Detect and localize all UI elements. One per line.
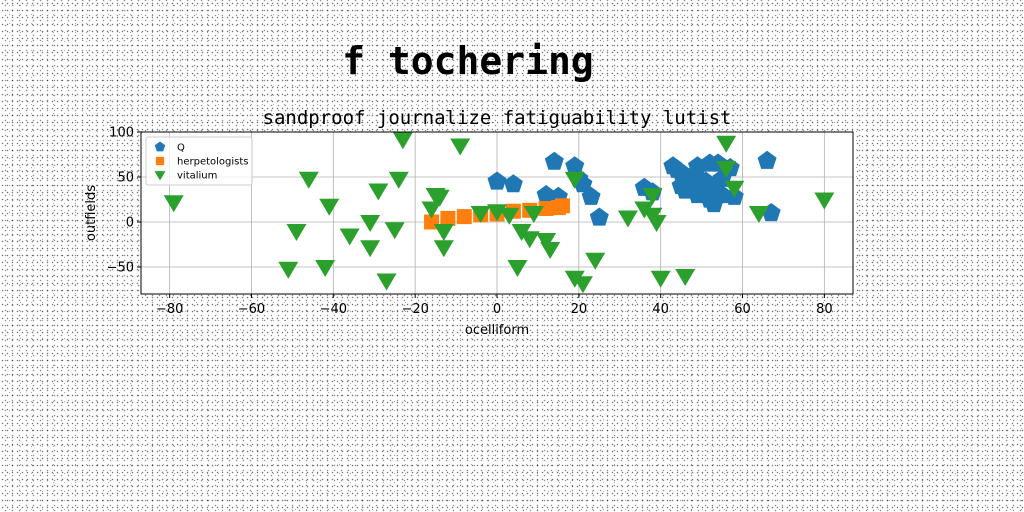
x-tick-label: 20 — [571, 302, 588, 317]
data-point — [360, 240, 381, 258]
data-point — [429, 189, 450, 207]
data-point — [675, 269, 696, 286]
figure-title: f tochering — [342, 39, 594, 83]
y-tick-label: 50 — [117, 171, 134, 186]
legend-box — [145, 136, 253, 186]
data-point — [388, 171, 409, 189]
x-tick-label: −60 — [238, 302, 265, 317]
data-point — [503, 174, 523, 193]
x-tick-label: −40 — [320, 302, 347, 317]
data-point — [470, 206, 491, 223]
series-0 — [487, 150, 781, 226]
data-point — [642, 188, 663, 205]
legend-label: vitalium — [177, 171, 217, 182]
legend-label: Q — [177, 143, 185, 154]
data-point — [523, 206, 544, 223]
data-point — [724, 180, 745, 198]
data-point — [814, 192, 835, 210]
data-point — [617, 210, 638, 228]
x-tick-label: 0 — [493, 302, 501, 317]
y-axis-label: outfields — [84, 185, 99, 241]
data-point — [368, 183, 389, 201]
axis-ticks: −80 −60 −40 −20 0 20 40 60 80 −50 0 50 100 — [107, 126, 833, 318]
x-tick-label: −80 — [156, 302, 183, 317]
data-point — [544, 151, 564, 170]
data-point — [286, 224, 307, 241]
data-point — [589, 207, 609, 226]
grid — [141, 131, 853, 294]
data-point — [433, 224, 454, 241]
plot-area: −80 −60 −40 −20 0 20 40 60 80 −50 0 50 100 — [107, 126, 854, 318]
x-axis-label: ocelliform — [465, 323, 529, 338]
data-point — [519, 231, 540, 249]
data-point — [507, 260, 528, 277]
data-point — [650, 270, 671, 288]
data-point — [646, 215, 667, 232]
x-tick-label: 60 — [734, 302, 751, 317]
data-point — [433, 240, 454, 258]
data-point — [581, 186, 601, 205]
legend-label: herpetologists — [177, 157, 249, 168]
data-point — [376, 273, 397, 291]
data-point — [421, 201, 442, 219]
y-tick-label: −50 — [107, 261, 134, 276]
data-point — [499, 207, 520, 225]
data-marks — [163, 132, 835, 294]
data-point — [757, 150, 777, 169]
data-point — [554, 198, 570, 214]
data-point — [716, 161, 737, 178]
data-point — [572, 276, 593, 294]
chart-title: sandproof journalize fatiguability lutis… — [263, 107, 732, 129]
y-tick-label: 100 — [109, 126, 134, 141]
data-point — [440, 210, 456, 226]
data-point — [716, 135, 737, 153]
x-tick-label: 40 — [652, 302, 669, 317]
data-point — [564, 270, 585, 288]
y-tick-label: 0 — [126, 216, 134, 231]
data-point — [487, 171, 507, 190]
data-point — [564, 171, 585, 189]
data-point — [538, 201, 554, 216]
x-tick-label: −20 — [401, 302, 428, 317]
data-point — [450, 138, 471, 156]
data-point — [392, 132, 413, 150]
data-point — [278, 261, 299, 279]
data-point — [360, 215, 381, 232]
legend-marker — [154, 141, 166, 152]
data-point — [536, 233, 557, 250]
data-point — [319, 198, 340, 216]
legend-marker — [155, 156, 165, 166]
data-point — [585, 252, 606, 270]
data-point — [315, 260, 336, 277]
data-point — [748, 206, 769, 223]
data-point — [456, 209, 472, 225]
data-point — [298, 171, 319, 189]
x-tick-label: 80 — [816, 302, 833, 317]
data-point — [540, 242, 561, 259]
legend-marker — [154, 171, 166, 181]
series-2 — [163, 132, 835, 294]
data-point — [384, 222, 405, 240]
data-point — [163, 195, 184, 213]
data-point — [339, 228, 360, 246]
